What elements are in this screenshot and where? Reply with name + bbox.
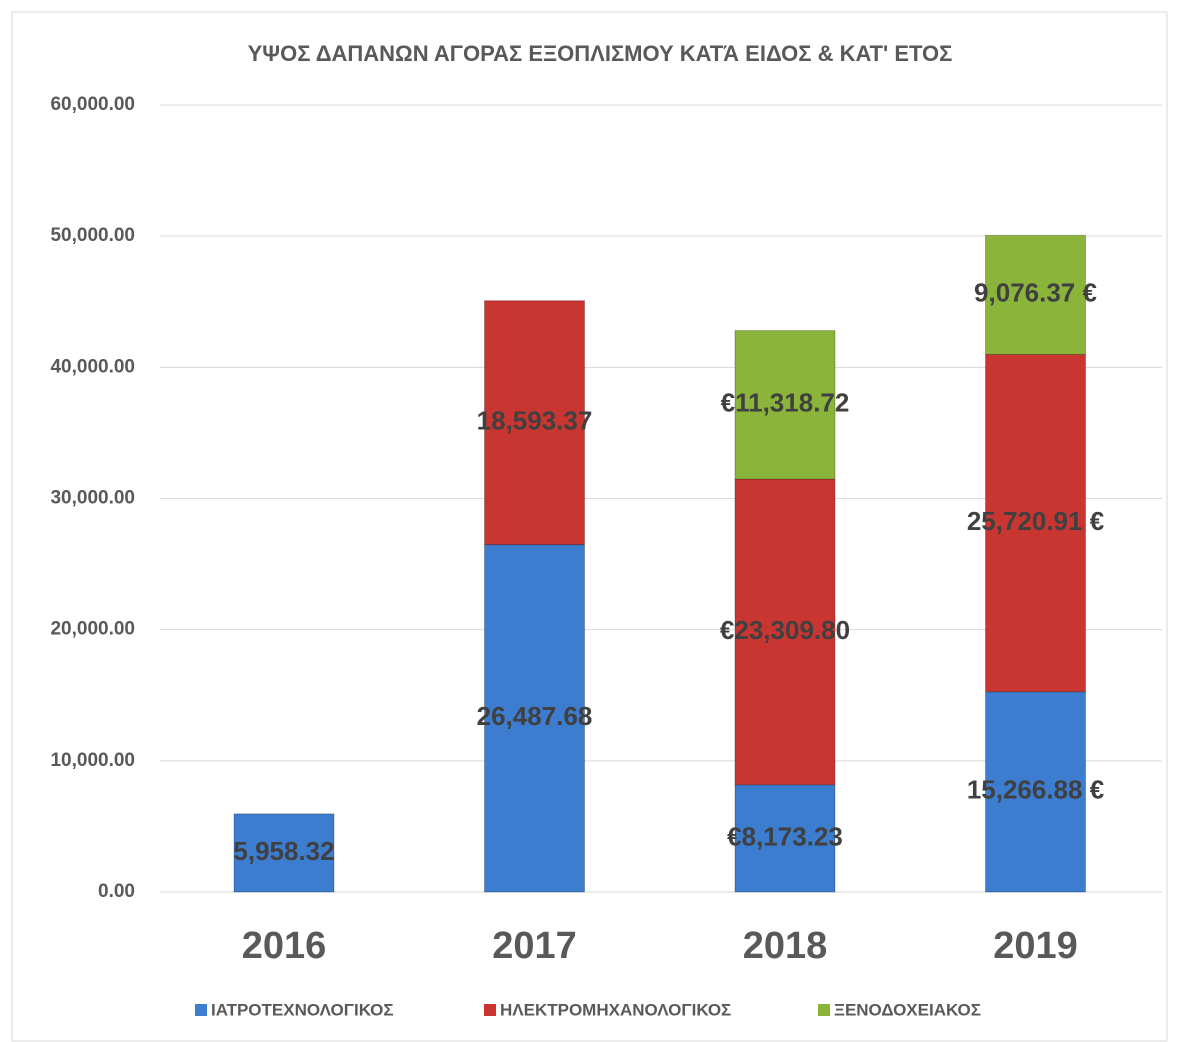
y-tick-label: 30,000.00 <box>50 488 135 509</box>
y-tick-label: 0.00 <box>98 881 135 902</box>
x-tick-label: 2018 <box>743 925 828 967</box>
legend-label: ΗΛΕΚΤΡΟΜΗΧΑΝΟΛΟΓΙΚΟΣ <box>500 1000 731 1019</box>
data-label: 25,720.91 € <box>967 506 1104 536</box>
data-label: 26,487.68 <box>477 701 593 731</box>
bar-segment <box>233 813 335 893</box>
y-tick-label: 60,000.00 <box>50 94 135 115</box>
legend-swatch <box>484 1004 496 1016</box>
data-label: 15,266.88 € <box>967 775 1104 805</box>
x-tick-label: 2016 <box>242 925 327 967</box>
data-label: €8,173.23 <box>727 821 843 851</box>
bar-segment <box>985 691 1086 893</box>
x-tick-label: 2019 <box>993 925 1078 967</box>
data-label: €11,318.72 <box>721 388 850 418</box>
bar-segment <box>484 300 585 546</box>
bar-segment <box>734 330 836 480</box>
data-label: 18,593.37 <box>477 406 593 436</box>
bar-segment <box>985 234 1086 355</box>
y-tick-label: 20,000.00 <box>50 619 135 640</box>
data-label: €23,309.80 <box>720 615 850 645</box>
bar-segment <box>734 784 836 893</box>
legend-label: ΞΕΝΟΔΟΧΕΙΑΚΟΣ <box>834 1000 981 1019</box>
bar-segment <box>734 478 836 786</box>
x-tick-label: 2017 <box>492 925 577 967</box>
bar-segment <box>985 353 1086 693</box>
legend-label: ΙΑΤΡΟΤΕΧΝΟΛΟΓΙΚΟΣ <box>211 1000 394 1019</box>
legend-swatch <box>195 1004 207 1016</box>
chart-frame <box>11 11 1168 1042</box>
data-label: 9,076.37 € <box>974 278 1097 308</box>
y-tick-label: 50,000.00 <box>50 225 135 246</box>
chart-title: ΥΨΟΣ ΔΑΠΑΝΩΝ ΑΓΟΡΑΣ ΕΞΟΠΛΙΣΜΟΥ ΚΑΤΆ ΕΙΔΟ… <box>248 41 953 66</box>
y-tick-label: 40,000.00 <box>50 356 135 377</box>
y-tick-label: 10,000.00 <box>50 750 135 771</box>
data-label: 5,958.32 <box>233 836 334 866</box>
bar-segment <box>484 544 585 893</box>
legend-swatch <box>818 1004 830 1016</box>
